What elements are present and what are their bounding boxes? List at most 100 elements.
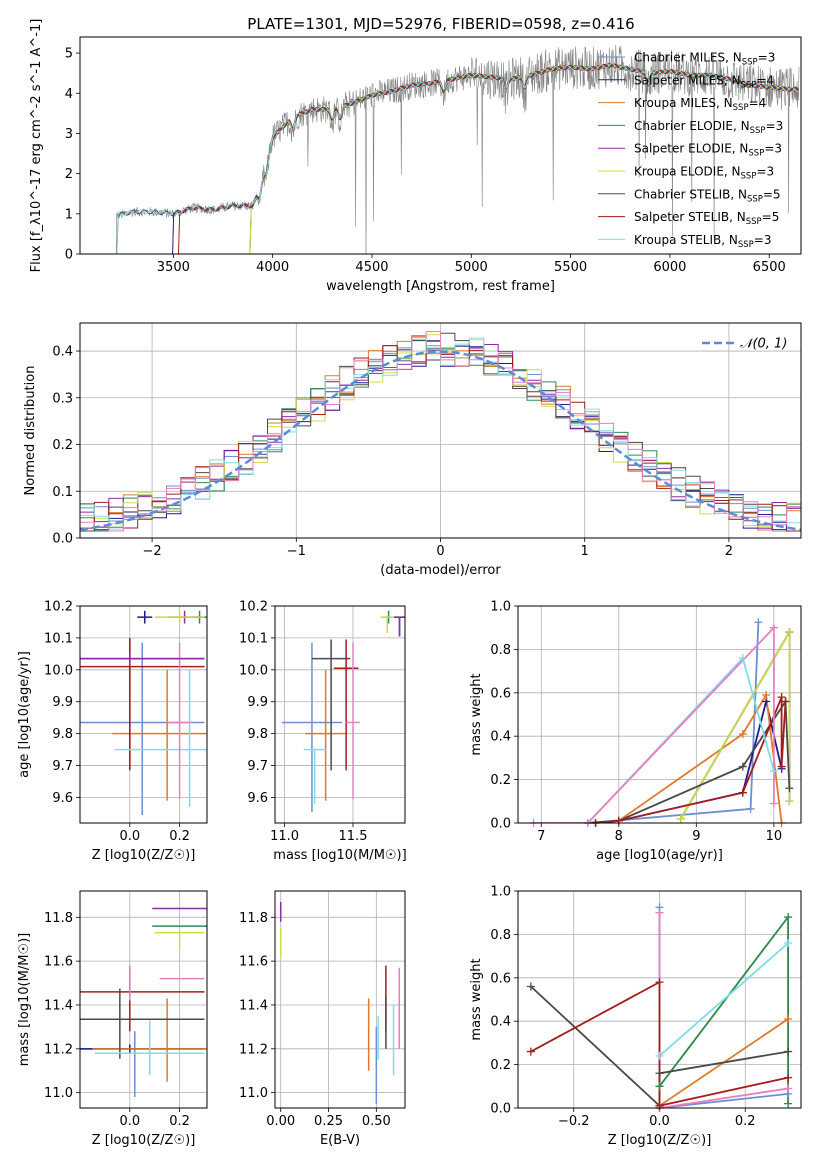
- mass_vs_Z-panel: 0.0 0.2 11.0 11.2 11.4 11.6 11.8 Z [log10(Z/Z☉)…: [17, 890, 208, 1148]
- legend-sub: SSP: [742, 58, 758, 68]
- age_vs_mass-xlabel: mass [log10(M/M☉)]: [273, 848, 406, 863]
- weight_vs_age-marker-chabrier_miles: [746, 804, 755, 813]
- weight_vs_age-marker-kroupa_elodie: [785, 797, 794, 806]
- weight_vs_Z-marker-salpeter_stelib: [784, 1073, 793, 1082]
- weight_vs_Z-ylabel: mass weight: [469, 958, 484, 1040]
- residual-histogram-pink: [80, 331, 801, 538]
- legend-rest: =5: [762, 210, 780, 224]
- mass_vs_ebv-ytick-label: 11.8: [239, 911, 268, 926]
- legend-rest: =5: [763, 187, 781, 201]
- spectrum-xtick-label: 6500: [753, 260, 786, 275]
- model-spectrum-kroupa_elodie: [242, 63, 799, 254]
- age_vs_Z-ytick-label: 9.8: [52, 727, 73, 742]
- mass_vs_ebv-ytick-label: 11.6: [239, 955, 268, 970]
- residuals-ytick-label: 0.1: [52, 485, 73, 500]
- mass_vs_Z-frame: [79, 890, 208, 1109]
- legend-label-salpeter_stelib: Salpeter STELIB, NSSP=5: [634, 210, 779, 227]
- weight_vs_age-marker-chabrier_stelib: [785, 784, 794, 793]
- legend-rest: =3: [754, 233, 772, 247]
- model-spectrum-chabrier_elodie: [242, 62, 799, 254]
- weight_vs_Z-panel: −0.2 0.0 0.2 0.0 0.2 0.4 0.6 0.8 1.0 Z [log10(Z/Z…: [469, 885, 802, 1148]
- age_vs_mass-ytick-label: 9.9: [247, 695, 268, 710]
- mass_vs_ebv-xtick-label: 0.00: [266, 1114, 295, 1129]
- weight_vs_Z-marker-chabrier_elodie: [784, 913, 793, 922]
- weight_vs_Z-line-chabrier_elodie: [658, 914, 789, 1104]
- weight_vs_Z-ytick-label: 0.8: [490, 928, 511, 943]
- model-spectrum-kroupa_miles: [171, 62, 799, 254]
- weight_vs_Z-ytick-label: 0.4: [490, 1015, 511, 1030]
- spectrum-xtick-label: 5000: [455, 260, 488, 275]
- weight_vs_age-ytick-label: 1.0: [490, 600, 511, 615]
- spectrum-xtick-label: 5500: [554, 260, 587, 275]
- mass_vs_ebv-xlabel: E(B-V): [320, 1133, 360, 1148]
- weight_vs_age-marker-kroupa_elodie: [785, 628, 794, 637]
- weight_vs_Z-line-kroupa_stelib: [658, 942, 789, 1057]
- weight_vs_age-marker-kroupa_stelib: [738, 654, 747, 663]
- spectrum-ytick-label: 2: [65, 167, 73, 182]
- legend-label-chabrier_stelib: Chabrier STELIB, NSSP=5: [634, 187, 781, 204]
- residuals-ytick-label: 0.0: [52, 532, 73, 547]
- residuals-panel: −2 −1 0 1 2 0.0 0.1 0.2 0.3 0.4 (data-model)/error…: [23, 322, 802, 578]
- legend-sub: SSP: [746, 217, 762, 227]
- mass_vs_ebv-panel: 0.00 0.25 0.50 11.0 11.2 11.4 11.6 11.8 E(B-V): [239, 890, 406, 1148]
- figure-title: PLATE=1301, MJD=52976, FIBERID=0598, z=0…: [247, 15, 634, 33]
- residuals-xtick-label: 0: [436, 544, 444, 559]
- age_vs_Z-xtick-label: 0.2: [169, 829, 190, 844]
- weight_vs_age-ytick-label: 0.0: [490, 817, 511, 832]
- residuals-xtick-label: 2: [725, 544, 733, 559]
- age_vs_Z-ylabel: age [log10(age/yr)]: [17, 651, 32, 778]
- legend-sub: SSP: [750, 126, 766, 136]
- legend-sub: SSP: [741, 80, 757, 90]
- legend-label-salpeter_miles: Salpeter MILES, NSSP=4: [634, 73, 774, 90]
- weight_vs_age-line-chabrier_miles: [587, 622, 760, 823]
- weight_vs_Z-line-chabrier_miles: [658, 907, 789, 1108]
- mass_vs_ebv-frame: [274, 890, 406, 1109]
- legend-label-chabrier_elodie: Chabrier ELODIE, NSSP=3: [634, 119, 783, 136]
- mass_vs_ebv-xtick-label: 0.25: [314, 1114, 343, 1129]
- weight_vs_Z-ytick-label: 0.0: [490, 1102, 511, 1117]
- weight_vs_age-frame: [517, 605, 802, 824]
- weight_vs_age-marker-salpeter_stelib: [777, 762, 786, 771]
- spectrum-ylabel: Flux [f_λ10^-17 erg cm^-2 s^-1 A^-1]: [29, 19, 44, 273]
- spectrum-ytick-label: 4: [65, 87, 73, 102]
- weight_vs_age-marker-chabrier_stelib: [738, 762, 747, 771]
- mass_vs_Z-ytick-label: 11.8: [44, 911, 73, 926]
- mass_vs_Z-ytick-label: 11.6: [44, 955, 73, 970]
- weight_vs_age-marker-salpeter_stelib: [738, 788, 747, 797]
- legend-sub: SSP: [747, 194, 763, 204]
- legend-rest: =3: [756, 165, 774, 179]
- weight_vs_Z-marker-chabrier_stelib: [526, 982, 535, 991]
- age_vs_Z-frame: [79, 605, 208, 824]
- legend-label-kroupa_elodie: Kroupa ELODIE, NSSP=3: [634, 165, 774, 182]
- age_vs_mass-plot-area: [275, 606, 405, 823]
- residuals-frame: [79, 322, 802, 539]
- model-spectrum-kroupa_stelib: [109, 63, 799, 254]
- legend-rest: =4: [756, 73, 774, 87]
- residuals-xtick-label: −2: [143, 544, 162, 559]
- spectrum-xtick-label: 4000: [256, 260, 289, 275]
- weight_vs_Z-marker-salpeter_stelib: [526, 1047, 535, 1056]
- mass_vs_Z-plot-area: [80, 891, 207, 1108]
- spectrum-legend: Chabrier MILES, NSSP=3 Salpeter MILES, NS…: [598, 51, 783, 250]
- weight_vs_Z-xtick-label: 0.2: [735, 1114, 756, 1129]
- age_vs_mass-ytick-label: 9.8: [247, 727, 268, 742]
- weight_vs_Z-line-pink: [658, 912, 789, 1108]
- weight_vs_age-xtick-label: 10: [766, 829, 783, 844]
- weight_vs_age-xtick-label: 9: [692, 829, 700, 844]
- age_vs_mass-ytick-label: 10.0: [239, 663, 268, 678]
- mass_vs_ebv-ytick-label: 11.4: [239, 998, 268, 1013]
- weight_vs_Z-marker-pink: [655, 908, 664, 917]
- weight_vs_Z-marker-chabrier_stelib: [655, 1069, 664, 1078]
- age_vs_mass-xtick-label: 11.5: [339, 829, 368, 844]
- model-spectrum-chabrier_stelib: [109, 63, 799, 254]
- age_vs_Z-ytick-label: 10.1: [44, 631, 73, 646]
- weight_vs_Z-ytick-label: 0.2: [490, 1058, 511, 1073]
- residuals-plot-area: [80, 323, 801, 538]
- mass_vs_Z-xtick-label: 0.0: [119, 1114, 140, 1129]
- spectrum-ytick-label: 3: [65, 127, 73, 142]
- model-spectrum-salpeter_elodie: [242, 63, 799, 254]
- weight_vs_age-xtick-label: 8: [615, 829, 623, 844]
- weight_vs_age-marker-pink: [769, 623, 778, 632]
- legend-rest: =3: [758, 51, 776, 65]
